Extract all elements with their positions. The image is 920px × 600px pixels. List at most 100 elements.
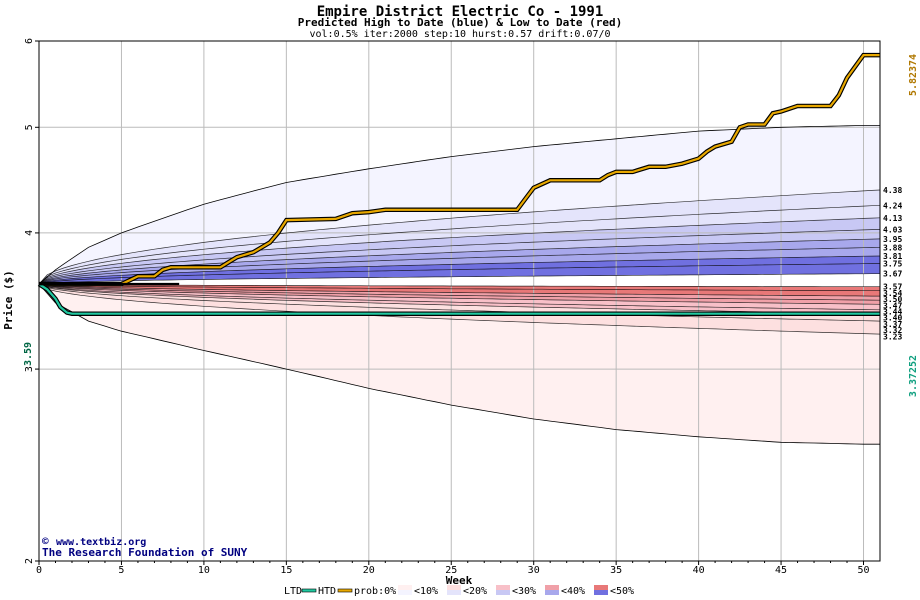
quantile-line-11 (38, 283, 880, 292)
right-label-1: 4.38 (883, 186, 902, 195)
y-axis-label: Price ($) (2, 270, 15, 330)
legend-bin-label-2: <20% (463, 586, 487, 597)
right-label-9: 3.67 (883, 270, 902, 279)
y-tick-label-5: 5 (24, 124, 35, 130)
legend-bin-high-1 (398, 590, 412, 595)
band-high-1 (39, 190, 880, 285)
right-label-4: 4.03 (883, 225, 902, 234)
right-label-16: 3.37 (883, 320, 902, 329)
credits-org: The Research Foundation of SUNY (42, 546, 248, 559)
legend-prob-label: prob:0% (354, 586, 396, 597)
chart-subtitle: Predicted High to Date (blue) & Low to D… (298, 16, 623, 29)
credits: © www.textbiz.org The Research Foundatio… (42, 535, 248, 559)
right-label-17: 3.32 (883, 326, 902, 335)
quantile-line-18 (38, 283, 881, 335)
x-tick-label-40: 40 (693, 565, 705, 576)
quantile-line-1 (38, 189, 881, 285)
band-low-3 (39, 284, 880, 301)
right-label-11: 3.54 (883, 289, 902, 298)
x-tick-label-25: 25 (445, 565, 457, 576)
x-tick-label-5: 5 (118, 565, 124, 576)
start-price-label: 3.59 (23, 342, 34, 366)
band-low-8 (39, 284, 880, 335)
series-lines (37, 52, 881, 445)
x-tick-label-50: 50 (857, 565, 869, 576)
htd-final-label: 5.82374 (908, 54, 919, 96)
right-label-5: 3.95 (883, 235, 902, 244)
band-high-3 (39, 217, 880, 285)
legend-bin-high-3 (496, 590, 510, 595)
legend-bin-label-4: <40% (561, 586, 585, 597)
quantile-line-13 (38, 283, 881, 301)
x-tick-label-10: 10 (198, 565, 210, 576)
legend-htd-swatch (337, 588, 353, 593)
legend-htd-label: HTD (318, 586, 336, 597)
right-label-10: 3.57 (883, 283, 902, 292)
band-high-4 (39, 229, 880, 285)
right-label-8: 3.75 (883, 260, 902, 269)
legend-ltd-swatch (301, 588, 317, 593)
quantile-line-17 (38, 283, 881, 322)
envelope-lower-line (38, 283, 880, 445)
grid (39, 41, 880, 561)
right-label-18: 3.23 (883, 332, 902, 341)
band-high-6 (39, 247, 880, 285)
band-high-2 (39, 205, 880, 285)
x-axis-label: Week (446, 574, 473, 587)
band-low-4 (39, 284, 880, 305)
quantile-line-4 (38, 229, 881, 285)
ltd-line (38, 283, 880, 315)
probability-bands (39, 41, 880, 561)
right-label-2: 4.24 (883, 201, 902, 210)
right-label-13: 3.47 (883, 301, 902, 310)
y-tick-label-2: 2 (24, 558, 35, 564)
credits-symbol: © (42, 535, 49, 548)
quantile-line-7 (38, 255, 881, 285)
quantile-line-16 (38, 283, 881, 315)
y-tick-label-3: 3 (24, 366, 35, 372)
y-tick-label-6: 6 (24, 38, 35, 44)
right-label-7: 3.81 (883, 252, 902, 261)
band-low-2 (39, 284, 880, 297)
quantile-line-10 (38, 283, 880, 288)
legend-bin-high-2 (447, 590, 461, 595)
quantile-line-8 (38, 263, 881, 285)
legend-bin-low-2 (447, 585, 461, 590)
chart-params: vol:0.5% iter:2000 step:10 hurst:0.57 dr… (309, 29, 610, 40)
plot-frame (38, 40, 881, 562)
x-tick-label-15: 15 (280, 565, 292, 576)
legend-ltd-label: LTD (284, 586, 302, 597)
band-low-outer (39, 284, 880, 445)
legend-bin-low-5 (594, 585, 608, 590)
quantile-line-14 (38, 283, 881, 305)
htd-line (39, 54, 880, 286)
chart-title: Empire District Electric Co - 1991 (317, 4, 604, 20)
quantile-line-15 (38, 283, 881, 311)
legend-bin-low-1 (398, 585, 412, 590)
legend-bin-low-3 (496, 585, 510, 590)
right-label-15: 3.40 (883, 314, 902, 323)
legend-bin-label-5: <50% (610, 586, 634, 597)
ltd-final-label: 3.37252 (908, 355, 919, 397)
quantile-line-2 (38, 204, 881, 285)
x-tick-label-30: 30 (528, 565, 540, 576)
band-high-5 (39, 238, 880, 285)
legend-bin-low-4 (545, 585, 559, 590)
x-tick-label-45: 45 (775, 565, 787, 576)
x-tick-label-20: 20 (363, 565, 375, 576)
right-label-3: 4.13 (883, 214, 902, 223)
legend-bin-label-1: <10% (414, 586, 438, 597)
quantile-line-3 (38, 217, 881, 285)
legend: LTD HTD prob:0% <10% <20% <30% <40% <50% (284, 585, 634, 597)
axes: 4.38 4.24 4.13 4.033.953.883.813.753.67 3.57… (24, 38, 902, 576)
legend-bin-label-3: <30% (512, 586, 536, 597)
band-high-7 (39, 256, 880, 285)
legend-bin-high-4 (545, 590, 559, 595)
quantile-line-9 (38, 273, 880, 285)
band-low-5 (39, 284, 880, 310)
band-middle (39, 273, 880, 287)
quantile-line-12 (38, 283, 880, 297)
legend-bin-high-5 (594, 590, 608, 595)
